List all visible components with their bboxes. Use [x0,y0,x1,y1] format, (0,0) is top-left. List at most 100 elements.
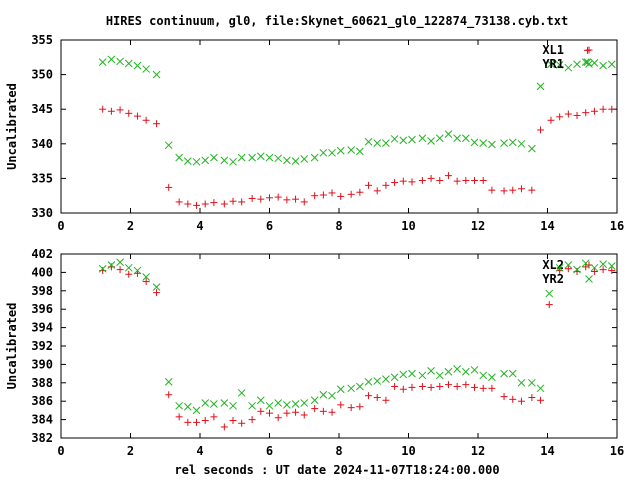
data-point [229,157,237,166]
data-point [164,378,173,386]
data-point [408,383,416,391]
data-point [319,407,327,415]
data-point [337,401,345,409]
data-point [399,370,408,379]
data-point [336,385,345,394]
data-point [418,382,426,390]
data-point [528,378,536,387]
data-point [453,365,462,373]
data-point [310,153,319,162]
data-point [336,146,345,155]
data-point [142,65,150,73]
data-point [165,391,173,399]
data-point [590,107,598,115]
data-point [274,399,283,407]
legend-marker [585,275,593,283]
data-point [311,405,319,413]
data-point [142,278,150,286]
data-point [355,147,364,156]
data-point [220,399,229,407]
y-tick-label: 384 [31,413,53,427]
data-point [461,367,470,376]
data-point [488,186,496,194]
data-point [347,384,356,393]
data-point [500,139,508,147]
data-point [545,301,553,309]
data-point [98,264,107,273]
x-tick-label: 0 [57,219,64,233]
x-tick-label: 14 [540,219,554,233]
data-point [608,267,616,275]
data-point [193,418,201,426]
data-point [599,61,607,70]
data-point [292,195,300,203]
data-point [488,140,496,149]
data-point [517,397,525,405]
x-tick-label: 6 [266,444,273,458]
data-point [500,369,508,378]
legend-label: XL2 [542,258,564,272]
data-point [508,138,517,147]
data-point [365,392,373,400]
data-point [274,414,282,422]
x-tick-label: 6 [266,219,273,233]
data-point [488,384,496,392]
data-point [229,417,237,425]
data-point [165,183,173,191]
data-point [517,139,526,148]
data-point [444,130,453,138]
data-point [470,138,479,147]
data-point [436,176,444,184]
data-point [382,375,390,383]
data-point [408,369,416,378]
data-point [133,61,142,70]
data-point [365,181,373,189]
data-point [364,137,373,146]
data-point [435,134,444,143]
data-point [274,193,282,201]
data-point [248,416,256,424]
data-point [382,181,390,189]
data-point [435,371,444,380]
data-point [256,152,265,161]
data-point [599,105,607,113]
y-tick-label: 402 [31,247,53,261]
data-point [124,263,133,272]
data-point [328,148,336,157]
x-tick-label: 12 [471,219,485,233]
data-point [116,57,124,66]
data-point [274,154,283,163]
data-point [390,373,399,382]
data-point [462,381,470,389]
data-point [337,192,345,200]
legend-marker [585,46,593,54]
data-point [283,401,291,409]
data-point [283,409,291,417]
data-point [248,153,256,162]
top-panel: 0 2 4 6 8 10 12 14 16 330 335 340 345 350 355 Uncalibra… [5,33,624,233]
y-tick-label: 386 [31,394,53,408]
data-point [427,383,435,391]
x-tick-label: 16 [610,444,624,458]
data-point [164,141,173,150]
x-tick-label: 4 [196,219,203,233]
data-point [356,188,364,196]
data-point [220,156,229,165]
data-point [328,189,336,197]
data-point [364,378,373,386]
data-point [573,265,581,274]
data-point [470,366,479,374]
data-point [453,177,461,185]
data-point [238,198,246,206]
data-point [201,417,209,425]
data-point [310,396,319,405]
data-point [608,105,616,113]
x-axis-label: rel seconds : UT date 2024-11-07T18:24:0… [174,463,499,477]
data-point [98,58,107,66]
data-point [427,137,435,145]
data-point [479,371,488,380]
data-point [283,196,291,204]
data-point [175,198,183,206]
x-tick-label: 8 [335,219,342,233]
